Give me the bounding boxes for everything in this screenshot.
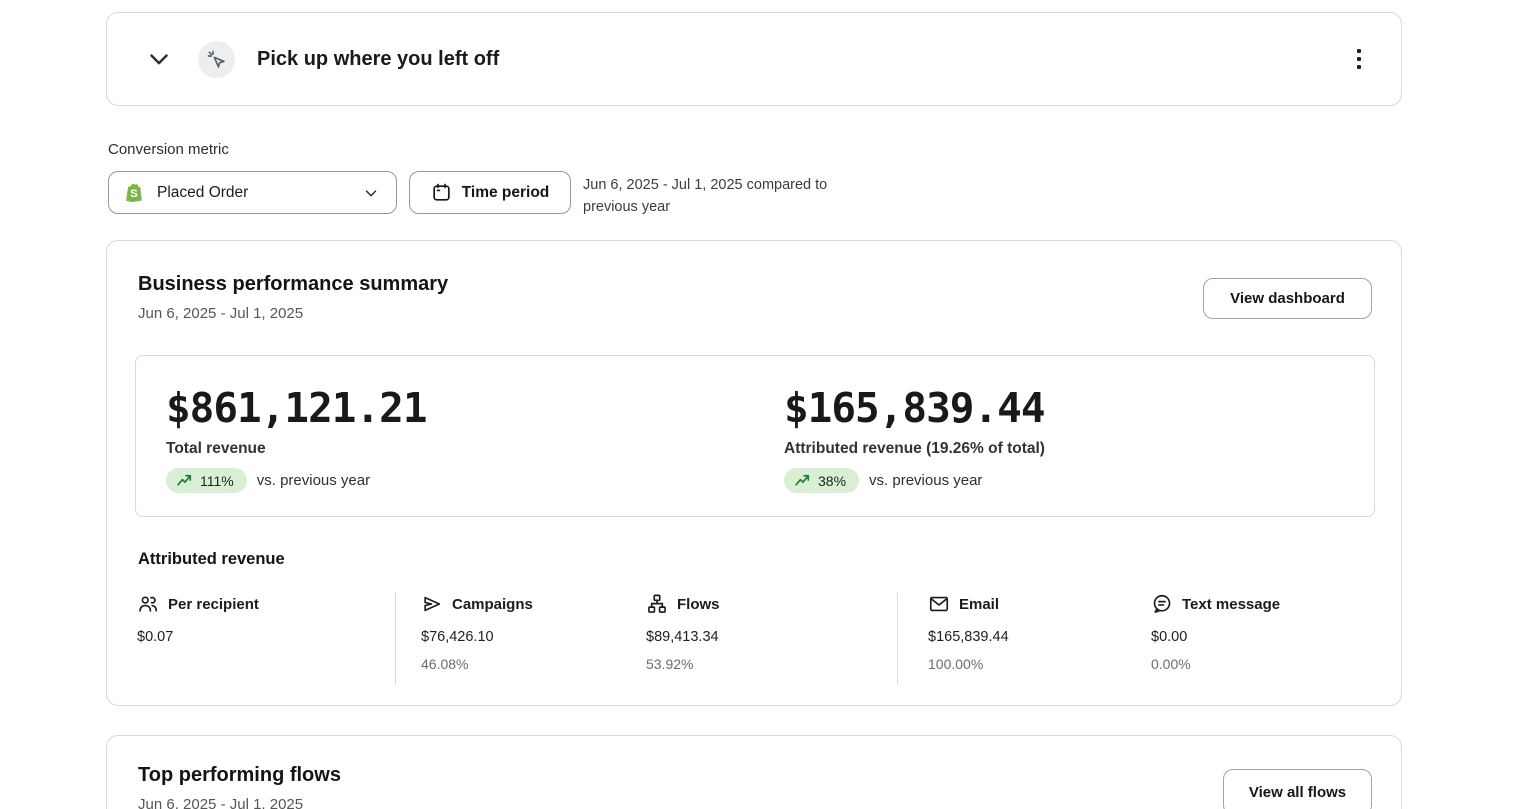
column-label: Campaigns — [452, 595, 533, 613]
pickup-overflow-menu-button[interactable] — [1345, 42, 1373, 76]
column-label: Per recipient — [168, 595, 259, 613]
svg-text:S: S — [130, 188, 138, 200]
email-cell: Email $165,839.44 100.00% — [928, 593, 1151, 685]
flow-icon — [648, 594, 666, 613]
change-value: 111% — [200, 472, 234, 489]
per-recipient-cell: Per recipient $0.07 — [137, 593, 395, 685]
column-value: $0.00 — [1151, 629, 1188, 645]
conversion-controls: Conversion metric S Placed Order Time p — [108, 141, 855, 218]
top-flows-title: Top performing flows — [138, 764, 341, 786]
comparison-label: vs. previous year — [869, 472, 983, 489]
change-value: 38% — [818, 472, 847, 489]
attributed-revenue-breakdown: Per recipient $0.07 Campaigns $76,426.10… — [137, 593, 1371, 685]
chat-icon — [1153, 594, 1171, 613]
revenue-metrics-panel: $861,121.21 Total revenue 111% vs. previ… — [135, 355, 1375, 517]
kebab-icon — [1357, 49, 1361, 53]
trend-up-icon — [177, 474, 192, 486]
attributed-revenue-metric: $165,839.44 Attributed revenue (19.26% o… — [784, 384, 1046, 493]
chevron-down-icon — [365, 189, 377, 196]
vertical-divider — [395, 593, 396, 685]
campaigns-cell: Campaigns $76,426.10 46.08% — [421, 593, 646, 685]
change-badge: 38% — [784, 468, 860, 493]
business-summary-card: Business performance summary Jun 6, 2025… — [106, 240, 1402, 706]
summary-date-range: Jun 6, 2025 - Jul 1, 2025 — [138, 305, 304, 322]
text-message-cell: Text message $0.00 0.00% — [1151, 593, 1371, 685]
vertical-divider — [897, 593, 898, 685]
conversion-metric-label: Conversion metric — [108, 141, 229, 158]
attributed-revenue-value: $165,839.44 — [784, 384, 1046, 432]
pickup-title: Pick up where you left off — [257, 47, 500, 70]
column-value: $165,839.44 — [928, 629, 1009, 645]
column-value: $0.07 — [137, 629, 174, 645]
cursor-click-icon — [207, 50, 225, 68]
column-percent: 53.92% — [646, 656, 694, 672]
column-label: Flows — [677, 595, 720, 613]
total-revenue-value: $861,121.21 — [166, 384, 428, 432]
people-icon — [139, 596, 158, 612]
collapse-chevron-button[interactable] — [144, 44, 174, 74]
summary-title: Business performance summary — [138, 273, 449, 295]
shopify-icon: S — [126, 183, 142, 202]
trend-up-icon — [795, 474, 810, 486]
attributed-revenue-heading: Attributed revenue — [138, 550, 285, 568]
time-period-button[interactable]: Time period — [409, 171, 571, 214]
total-revenue-metric: $861,121.21 Total revenue 111% vs. previ… — [166, 384, 428, 493]
change-badge: 111% — [166, 468, 247, 493]
column-percent: 0.00% — [1151, 656, 1191, 672]
total-revenue-label: Total revenue — [166, 440, 266, 457]
column-value: $76,426.10 — [421, 629, 494, 645]
comparison-label: vs. previous year — [256, 472, 371, 489]
top-flows-date-range: Jun 6, 2025 - Jul 1, 2025 — [138, 796, 304, 809]
email-icon — [929, 596, 949, 612]
chevron-down-icon — [150, 54, 168, 65]
calendar-icon — [433, 183, 450, 201]
column-label: Text message — [1182, 595, 1281, 613]
view-dashboard-button[interactable]: View dashboard — [1203, 278, 1372, 319]
top-flows-card: Top performing flows Jun 6, 2025 - Jul 1… — [106, 735, 1402, 809]
attributed-revenue-label: Attributed revenue (19.26% of total) — [784, 440, 1045, 457]
column-percent: 46.08% — [421, 656, 469, 672]
view-all-flows-button[interactable]: View all flows — [1223, 769, 1372, 809]
pickup-card: Pick up where you left off — [106, 12, 1402, 106]
conversion-metric-select[interactable]: S Placed Order — [108, 171, 397, 214]
cursor-click-badge — [198, 40, 235, 78]
column-value: $89,413.34 — [646, 629, 719, 645]
time-period-label: Time period — [461, 183, 550, 201]
send-icon — [424, 596, 441, 612]
flows-cell: Flows $89,413.34 53.92% — [646, 593, 897, 685]
date-range-note: Jun 6, 2025 - Jul 1, 2025 compared to pr… — [583, 177, 828, 215]
column-label: Email — [959, 595, 1000, 613]
conversion-metric-value: Placed Order — [157, 183, 249, 201]
column-percent: 100.00% — [928, 656, 984, 672]
